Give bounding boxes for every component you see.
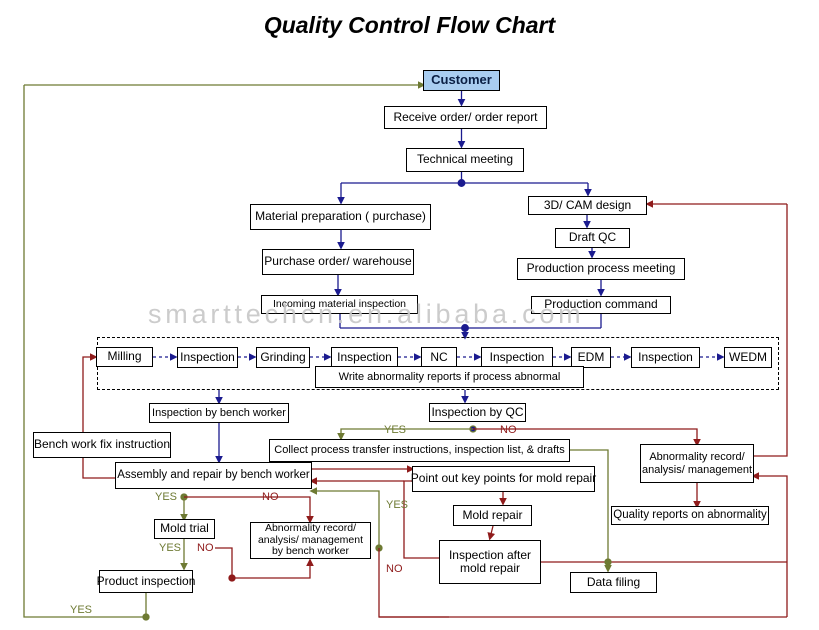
svg-text:NO: NO (500, 424, 517, 436)
svg-text:YES: YES (155, 491, 177, 503)
svg-text:NO: NO (197, 542, 214, 554)
svg-text:YES: YES (384, 424, 406, 436)
svg-text:YES: YES (70, 604, 92, 616)
svg-text:YES: YES (386, 499, 408, 511)
svg-text:YES: YES (159, 542, 181, 554)
svg-text:NO: NO (386, 563, 403, 575)
svg-text:NO: NO (262, 491, 279, 503)
